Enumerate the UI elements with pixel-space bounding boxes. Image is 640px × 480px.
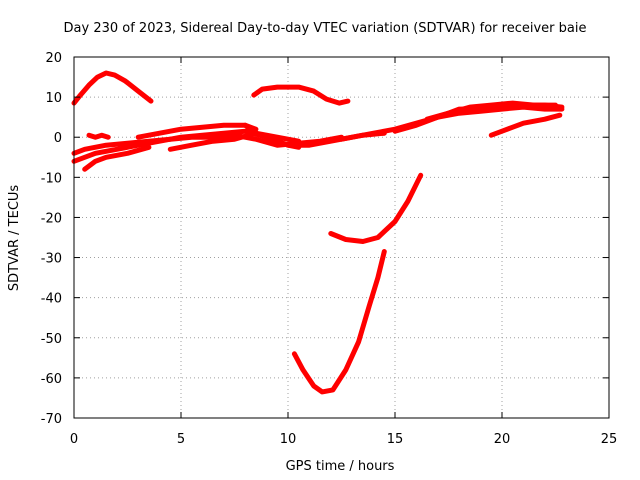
x-tick-label: 25	[601, 432, 618, 447]
series-line-arc-15	[291, 249, 387, 395]
chart-title: Day 230 of 2023, Sidereal Day-to-day VTE…	[64, 21, 587, 36]
data-series	[71, 70, 565, 395]
series-line-arc-5	[86, 132, 111, 140]
y-tick-label: 0	[54, 131, 62, 146]
y-axis-label: SDTVAR / TECUs	[7, 185, 22, 292]
y-tick-label: 20	[45, 51, 62, 66]
x-tick-label: 0	[70, 432, 78, 447]
series-line-arc-1	[71, 70, 154, 106]
axis-ticks	[73, 56, 610, 419]
y-tick-label: -40	[41, 292, 62, 307]
series-line-arc-9	[251, 84, 351, 106]
series-line-arc-7	[167, 130, 302, 152]
series-line-arc-8	[242, 122, 302, 150]
x-tick-label: 5	[177, 432, 185, 447]
grid	[74, 57, 609, 418]
series-line-arc-14	[328, 172, 424, 244]
y-tick-label: -30	[41, 252, 62, 267]
y-tick-label: -70	[41, 412, 62, 427]
x-tick-label: 15	[387, 432, 404, 447]
x-tick-label: 10	[280, 432, 297, 447]
y-tick-label: -20	[41, 211, 62, 226]
x-axis-label: GPS time / hours	[286, 459, 395, 474]
series-line-arc-10	[339, 130, 387, 142]
x-tick-label: 20	[494, 432, 511, 447]
y-tick-label: -60	[41, 372, 62, 387]
series-line-arc-12	[424, 100, 558, 122]
series-line-arc-4	[82, 144, 152, 172]
y-tick-label: -10	[41, 171, 62, 186]
y-axis-tick-labels: -70 -60 -50 -40 -30 -20 -10 0 10 20	[41, 51, 62, 427]
y-tick-label: 10	[45, 91, 62, 106]
y-tick-label: -50	[41, 332, 62, 347]
series-line-arc-3	[71, 132, 344, 156]
series-line-arc-13	[488, 112, 563, 138]
x-axis-tick-labels: 0 5 10 15 20 25	[70, 432, 617, 447]
plot-frame	[73, 56, 610, 419]
